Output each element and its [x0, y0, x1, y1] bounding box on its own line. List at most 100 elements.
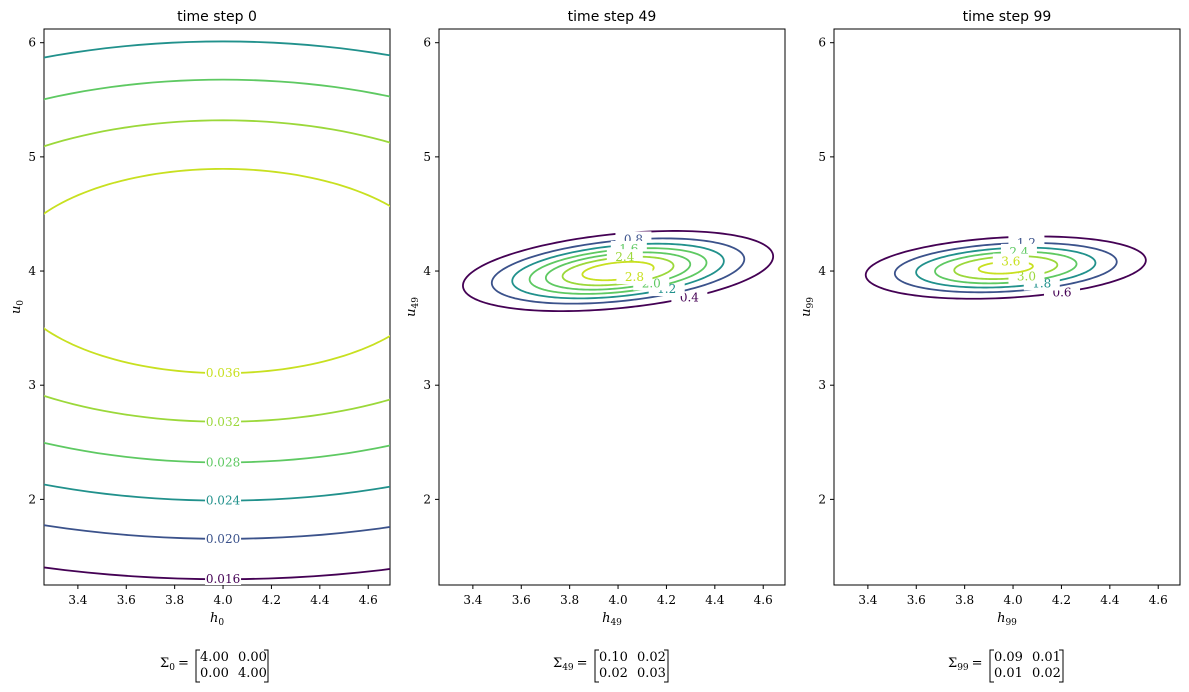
x-ticks: 3.4 3.6 3.8 4.0 4.2 4.4 4.6 [858, 585, 1168, 607]
x-tick-label: 4.4 [705, 593, 724, 607]
panel-time-step-49: time step 49 0.40.81.21.62.02.42.8 3.43.… [404, 9, 786, 683]
contour-label-bg [205, 365, 242, 381]
panel-time-step-99: time step 99 0.61.21.82.43.03.6 3.43.63.… [799, 9, 1181, 683]
sigma-matrix: Σ99 = 0.09 0.01 0.01 0.02 [948, 649, 1064, 683]
y-tick-label: 5 [818, 150, 826, 164]
y-tick-label: 3 [818, 378, 826, 392]
contour-label: 0.024 [206, 494, 241, 508]
x-tick-label: 4.6 [359, 593, 378, 607]
x-tick-label: 4.2 [657, 593, 676, 607]
contour-label: 0.020 [206, 532, 240, 546]
y-ticks: 2 3 4 5 6 [423, 36, 439, 506]
y-tick-label: 6 [818, 36, 826, 50]
svg-text:Σ99=: Σ99 = [948, 656, 983, 673]
contour-label: 2.8 [625, 270, 644, 284]
sigma-matrix: Σ0 = 4.00 0.00 0.00 4.00 [160, 649, 269, 683]
y-tick-label: 4 [28, 264, 36, 278]
panel-title: time step 99 [963, 9, 1052, 25]
svg-text:Σ0=: Σ0 = [160, 656, 189, 673]
right-bracket [264, 649, 269, 683]
panel-title: time step 49 [568, 9, 657, 25]
x-ticks: 3.4 3.6 3.8 4.0 4.2 4.4 4.6 [68, 585, 378, 607]
contour-group: 0.016 0.020 0.024 0.028 0.032 0.036 [44, 40, 390, 586]
svg-text:Σ49=: Σ49 = [553, 656, 588, 673]
sigma-subscript: 0 [169, 663, 175, 673]
y-tick-label: 2 [28, 492, 36, 506]
x-tick-label: 3.6 [117, 593, 136, 607]
plot-frame [833, 28, 1181, 586]
contour-line [893, 242, 1118, 294]
left-bracket [989, 649, 994, 683]
x-tick-label: 3.4 [858, 593, 877, 607]
contour-line [462, 230, 775, 313]
panel-title: time step 0 [177, 9, 257, 25]
contour-lines: 0.61.21.82.43.03.6 [864, 234, 1147, 300]
y-ticks: 2 3 4 5 6 [28, 36, 44, 506]
panel-time-step-0: time step 0 0.016 0.020 0.024 0.028 0.032 0.0… [9, 9, 391, 683]
y-tick-label: 6 [28, 36, 36, 50]
matrix-cell: 0.01 [994, 666, 1023, 681]
contour-line [44, 40, 390, 502]
x-tick-label: 3.6 [907, 593, 926, 607]
sigma-subscript: 49 [562, 663, 574, 673]
contour-line [44, 566, 390, 581]
y-tick-label: 5 [28, 150, 36, 164]
contour-line [44, 167, 390, 375]
x-tick-label: 4.0 [1004, 593, 1023, 607]
contour-label-bg [205, 492, 242, 508]
sigma-matrix: Σ49 = 0.10 0.02 0.02 0.03 [553, 649, 669, 683]
contour-label-bg [205, 413, 242, 429]
contour-lines: 0.016 0.020 0.024 0.028 0.032 0.036 [44, 40, 390, 586]
y-tick-label: 5 [423, 150, 431, 164]
matrix-cell: 0.10 [599, 650, 628, 665]
y-tick-label: 2 [423, 492, 431, 506]
matrix-cell: 0.03 [637, 666, 666, 681]
x-tick-label: 4.6 [1149, 593, 1168, 607]
y-tick-label: 4 [818, 264, 826, 278]
y-tick-label: 2 [818, 492, 826, 506]
matrix-cell: 0.02 [1032, 666, 1061, 681]
sigma-subscript: 99 [957, 663, 969, 673]
y-tick-label: 6 [423, 36, 431, 50]
x-ticks: 3.4 3.6 3.8 4.0 4.2 4.4 4.6 [463, 585, 773, 607]
matrix-cell: 4.00 [200, 650, 229, 665]
contour-line [864, 235, 1147, 300]
contour-line [490, 237, 746, 305]
x-tick-label: 4.6 [754, 593, 773, 607]
left-bracket [195, 649, 200, 683]
contour-label-bg [616, 269, 653, 285]
plot-frame [438, 28, 786, 586]
x-tick-label: 3.6 [512, 593, 531, 607]
x-tick-label: 4.0 [609, 593, 628, 607]
right-bracket [1059, 649, 1064, 683]
x-axis-label: h99 [997, 611, 1017, 628]
contour-label-bg [606, 249, 643, 265]
contour-label: 3.0 [1017, 270, 1036, 284]
sigma-symbol: Σ [160, 656, 169, 671]
right-bracket [664, 649, 669, 683]
contour-label: 0.032 [206, 415, 240, 429]
contour-label-bg [992, 253, 1029, 269]
contour-group: 0.61.21.82.43.03.6 [864, 234, 1147, 300]
x-tick-label: 3.4 [68, 593, 87, 607]
matrix-cell: 0.00 [200, 666, 229, 681]
contour-label: 3.6 [1001, 255, 1020, 269]
x-tick-label: 4.2 [1052, 593, 1071, 607]
contour-label-bg [205, 571, 242, 585]
matrix-cell: 4.00 [238, 666, 267, 681]
matrix-cell: 0.02 [599, 666, 628, 681]
x-tick-label: 3.4 [463, 593, 482, 607]
contour-label: 0.016 [206, 572, 240, 586]
x-tick-label: 3.8 [955, 593, 974, 607]
x-tick-label: 3.8 [560, 593, 579, 607]
y-axis-label: u49 [404, 297, 421, 317]
contour-label: 2.4 [615, 250, 634, 264]
x-tick-label: 4.0 [214, 593, 233, 607]
sigma-symbol: Σ [553, 656, 562, 671]
contour-label: 0.028 [206, 455, 240, 469]
contour-label-bg [205, 530, 242, 546]
x-axis-label: h0 [210, 611, 224, 628]
contour-line [934, 250, 1078, 285]
matrix-cell: 0.01 [1032, 650, 1061, 665]
